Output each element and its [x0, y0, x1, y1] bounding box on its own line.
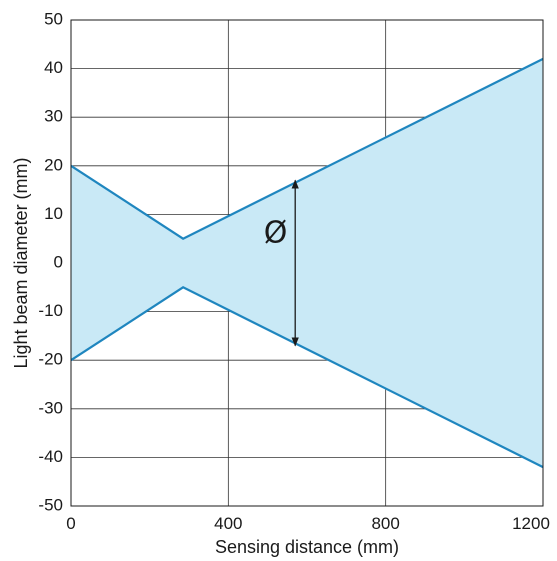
x-tick-label: 400 — [214, 514, 242, 533]
y-tick-label: -20 — [38, 350, 63, 369]
y-tick-label: 10 — [44, 204, 63, 223]
diameter-annotation: Ø — [264, 179, 299, 347]
y-axis-title: Light beam diameter (mm) — [11, 157, 31, 368]
beam-area-fill — [71, 58, 543, 468]
diameter-symbol: Ø — [264, 215, 288, 250]
y-tick-label: -50 — [38, 495, 63, 514]
lower-beam-line — [70, 286, 544, 469]
y-tick-label: -40 — [38, 447, 63, 466]
y-tick-label: 0 — [54, 252, 63, 271]
y-tick-label: 50 — [44, 9, 63, 28]
upper-beam-line — [70, 57, 544, 240]
y-tick-label: -30 — [38, 398, 63, 417]
x-axis-title: Sensing distance (mm) — [215, 537, 399, 557]
y-tick-label: 40 — [44, 58, 63, 77]
plot-frame — [70, 19, 544, 507]
x-tick-label: 800 — [371, 514, 399, 533]
y-tick-label: 30 — [44, 107, 63, 126]
y-tick-label: 20 — [44, 155, 63, 174]
x-tick-labels: 0 400 800 1200 — [66, 514, 550, 533]
x-tick-label: 1200 — [512, 514, 550, 533]
beam-lines — [70, 57, 544, 469]
x-tick-label: 0 — [66, 514, 75, 533]
y-tick-label: -10 — [38, 301, 63, 320]
y-tick-labels: 50 40 30 20 10 0 -10 -20 -30 -40 -50 — [38, 9, 63, 514]
